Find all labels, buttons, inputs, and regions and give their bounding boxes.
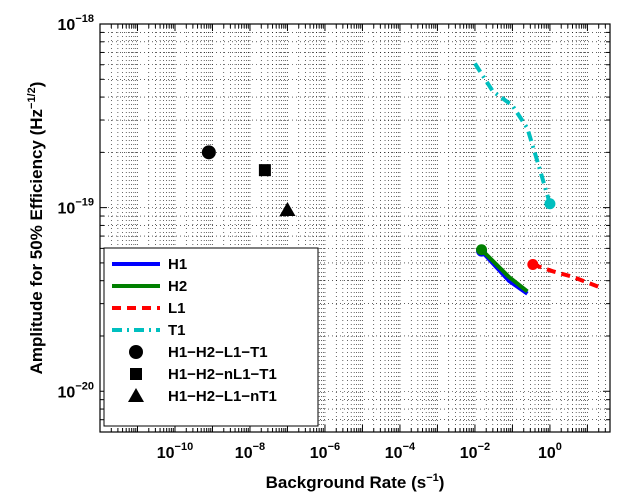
plot-frame — [99, 23, 611, 433]
points-layer — [201, 145, 296, 217]
series-marker-l1 — [527, 259, 539, 271]
tick-marks — [99, 23, 611, 432]
y-tick-label: 10−19 — [58, 197, 94, 218]
series-line-t1 — [473, 62, 552, 205]
legend-label: H1−H2−L1−nT1 — [168, 388, 277, 405]
data-point-square — [258, 164, 271, 177]
x-tick-label: 10−6 — [310, 441, 340, 462]
legend-marker-square — [130, 368, 142, 380]
series-marker-h2 — [476, 244, 488, 256]
x-tick-labels: 10−10 10−8 10−6 10−4 10−2 100 — [157, 441, 562, 462]
data-point-triangle — [279, 202, 296, 217]
series-layer — [473, 62, 600, 296]
x-axis-label: Background Rate (s−1) — [266, 472, 445, 492]
y-tick-label: 10−20 — [58, 380, 94, 401]
y-axis-label: Amplitude for 50% Efficiency (Hz−1/2) — [26, 82, 46, 375]
x-tick-label: 10−2 — [460, 441, 490, 462]
legend-label: H1−H2−L1−T1 — [168, 344, 268, 361]
legend-label: H1 — [168, 256, 187, 273]
legend-label: L1 — [168, 300, 186, 317]
legend-label: T1 — [168, 322, 186, 339]
series-marker-t1 — [544, 198, 556, 210]
x-tick-label: 100 — [538, 441, 562, 462]
legend: H1 H2 L1 T1 H1−H2−L1−T1 H1−H2−nL1−T1 H1−H2−L1−… — [103, 247, 319, 427]
y-tick-labels: 10−20 10−19 10−18 — [58, 13, 94, 401]
legend-label: H1−H2−nL1−T1 — [168, 366, 277, 383]
y-tick-label: 10−18 — [58, 13, 94, 34]
legend-marker-triangle — [128, 388, 144, 402]
series-line-l1 — [532, 262, 600, 289]
series-line-h2 — [480, 248, 529, 293]
data-point-circle — [201, 145, 216, 160]
legend-marker-circle — [129, 345, 143, 359]
x-tick-label: 10−8 — [235, 441, 265, 462]
legend-label: H2 — [168, 278, 187, 295]
x-tick-label: 10−10 — [157, 441, 193, 462]
x-tick-label: 10−4 — [385, 441, 416, 462]
